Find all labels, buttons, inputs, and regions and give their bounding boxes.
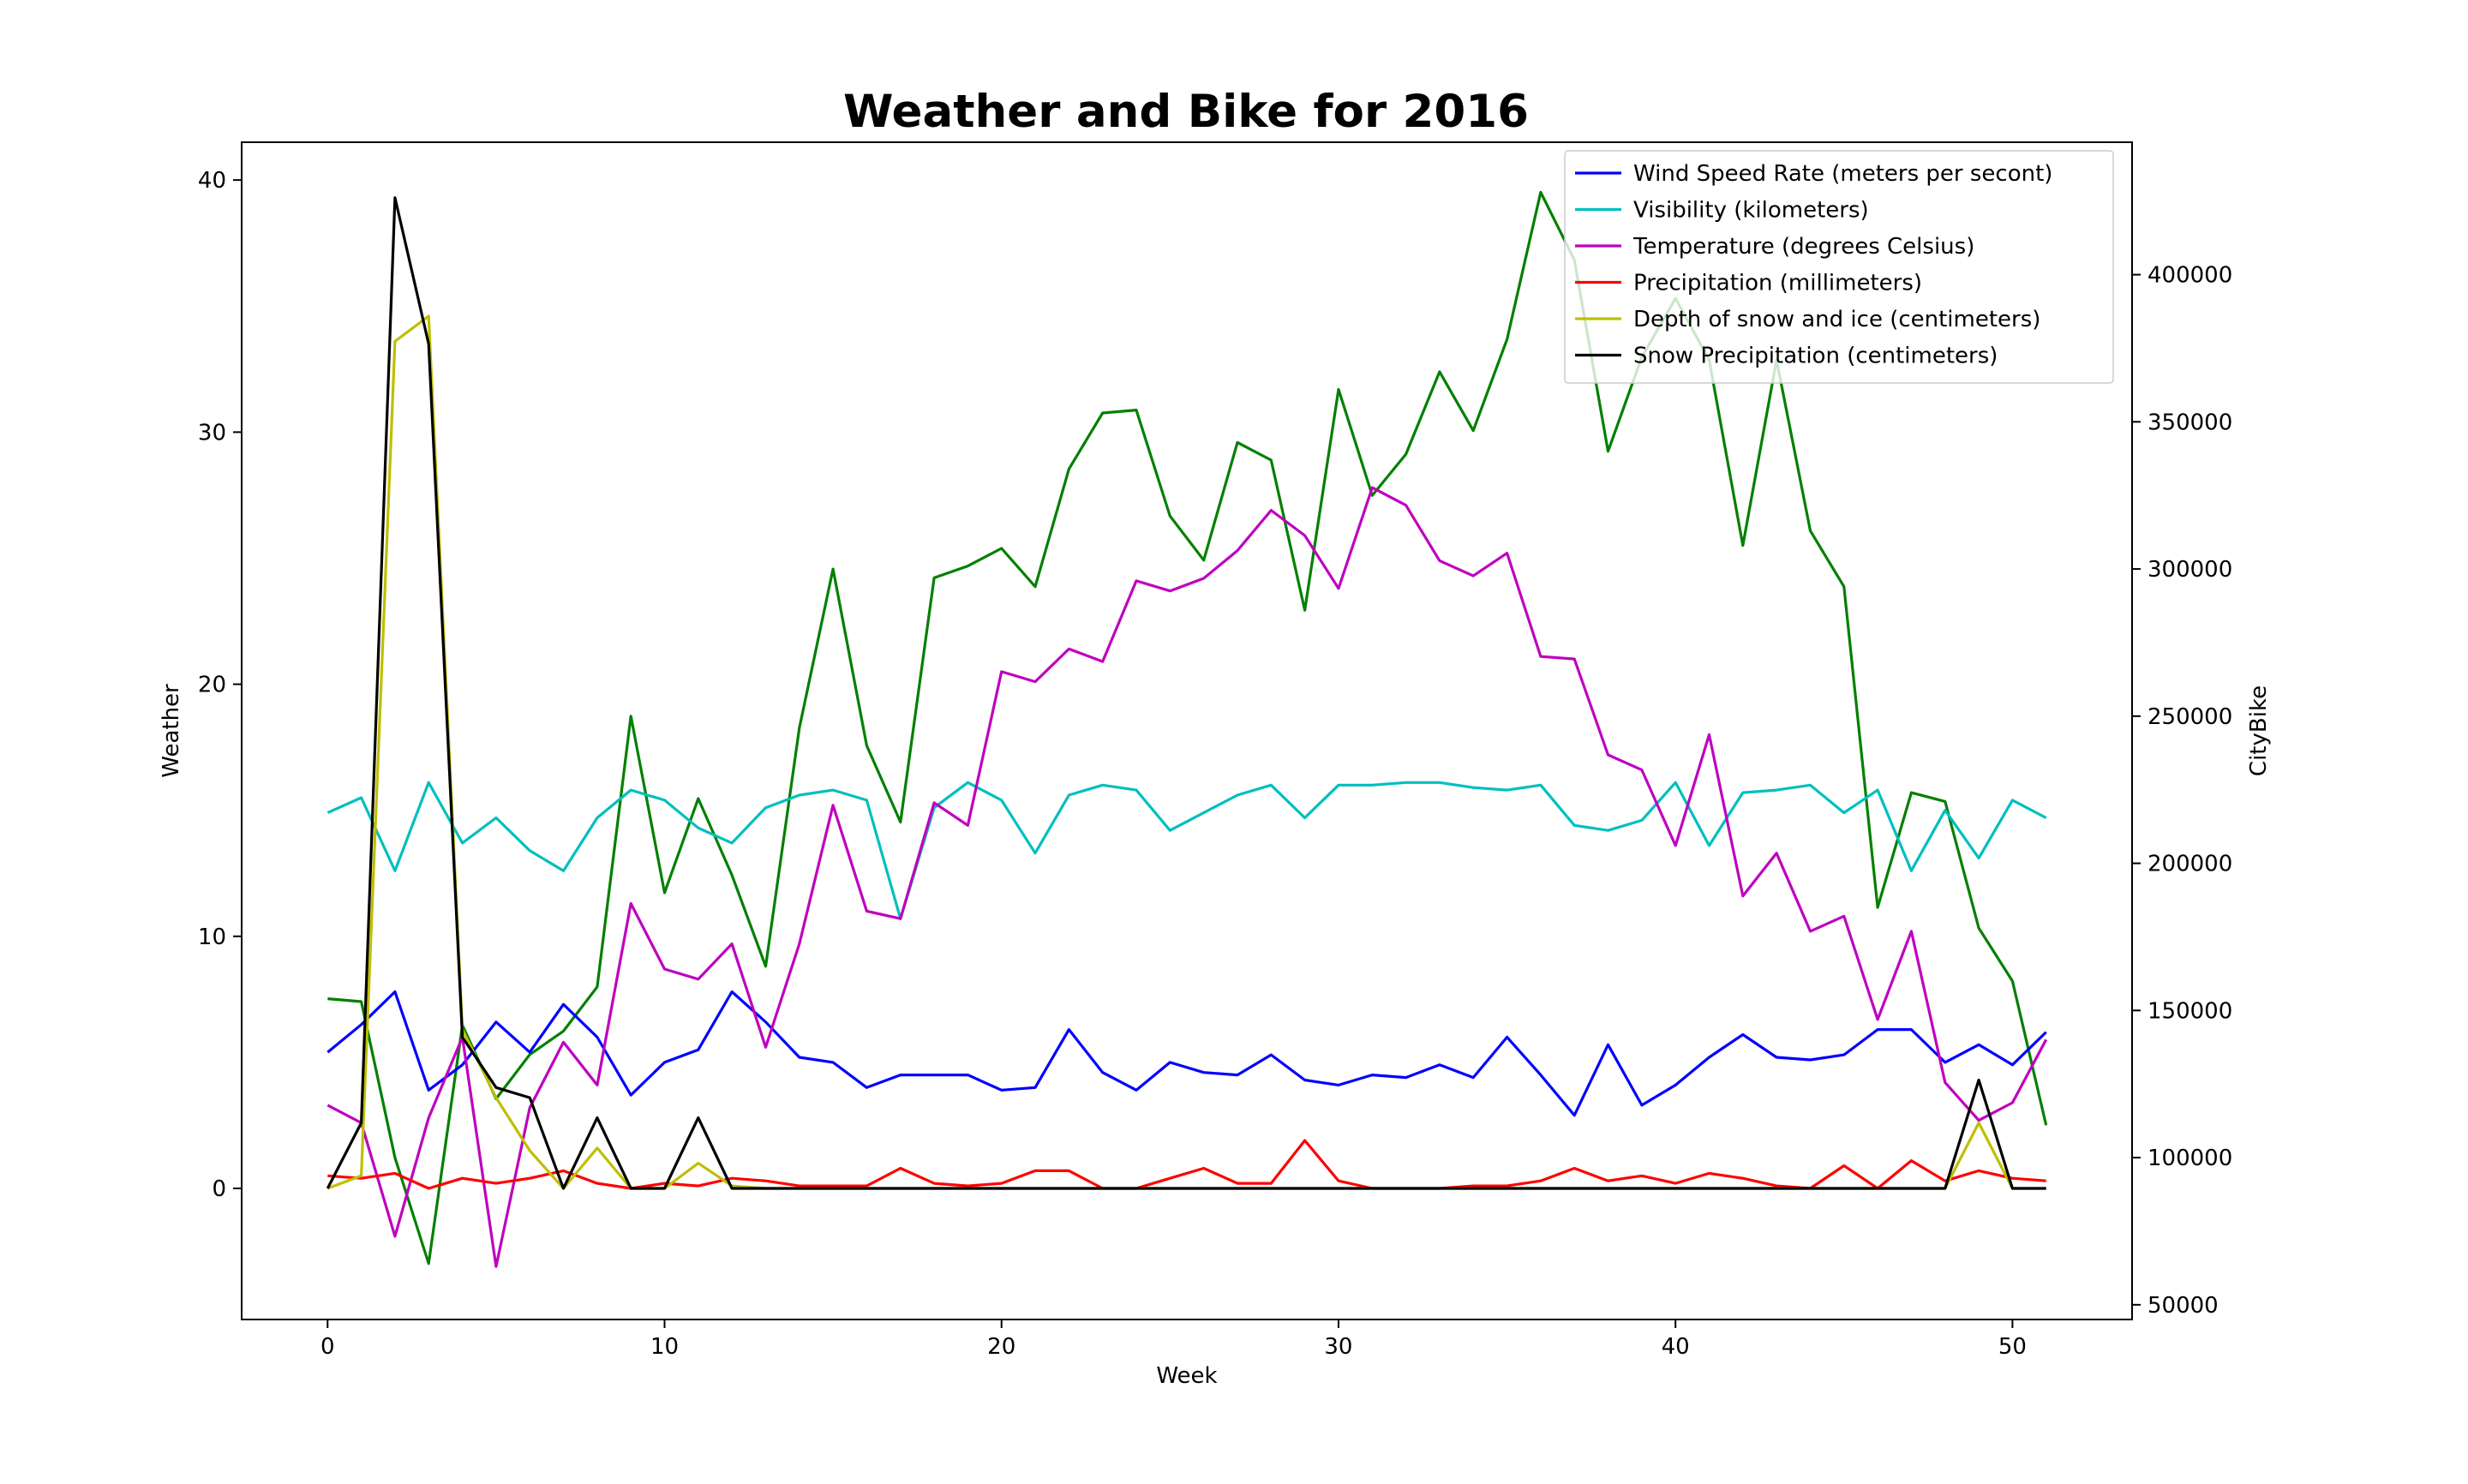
y-right-tick-label: 350000 (2148, 410, 2232, 435)
legend-entry: Snow Precipitation (centimeters) (1633, 344, 1998, 369)
plot-frame (241, 141, 2133, 1320)
series-line-5 (326, 196, 2046, 1190)
legend-entry: Precipitation (millimeters) (1633, 271, 1922, 296)
y-left-tick-label: 40 (198, 168, 226, 194)
chart-title: Weather and Bike for 2016 (843, 86, 1529, 138)
y-right-tick-label: 50000 (2148, 1293, 2219, 1319)
series-line-0 (326, 990, 2047, 1117)
x-tick-label: 10 (650, 1334, 679, 1360)
y-left-ticks: 0 10 20 30 40 (198, 168, 242, 1202)
y-left-tick-label: 30 (198, 420, 226, 446)
x-tick-label: 0 (320, 1334, 335, 1360)
x-tick-label: 20 (987, 1334, 1015, 1360)
y-right-axis-label: CityBike (2246, 685, 2272, 776)
x-ticks: 0 10 20 30 40 50 (320, 1319, 2027, 1360)
x-tick-label: 50 (1998, 1334, 2027, 1360)
legend-entry: Temperature (degrees Celsius) (1632, 234, 1974, 260)
legend-entry: Depth of snow and ice (centimeters) (1633, 307, 2040, 332)
y-right-tick-label: 400000 (2148, 263, 2232, 289)
series-line-6 (327, 190, 2048, 1266)
y-right-tick-label: 150000 (2148, 998, 2232, 1024)
series-line-1 (326, 781, 2047, 920)
y-right-ticks: 50000 100000 150000 200000 250000 300000 35000… (2132, 263, 2232, 1319)
y-right-tick-label: 300000 (2148, 557, 2232, 583)
legend-entry: Visibility (kilometers) (1633, 198, 1869, 224)
y-right-tick-label: 100000 (2148, 1146, 2232, 1171)
series-line-2 (326, 486, 2048, 1268)
x-tick-label: 40 (1662, 1334, 1690, 1360)
legend: Wind Speed Rate (meters per secont) Visib… (1564, 150, 2114, 384)
series-line-3 (327, 1139, 2046, 1190)
x-axis-label: Week (1156, 1363, 1217, 1389)
legend-entry: Wind Speed Rate (meters per secont) (1633, 161, 2052, 187)
y-left-axis-label: Weather (159, 684, 184, 778)
y-left-tick-label: 20 (198, 673, 226, 698)
y-right-tick-label: 200000 (2148, 852, 2232, 877)
y-right-tick-label: 250000 (2148, 704, 2232, 730)
x-tick-label: 30 (1324, 1334, 1352, 1360)
legend-box (1564, 150, 2114, 384)
series-group (326, 190, 2048, 1268)
y-left-tick-label: 10 (198, 925, 226, 950)
y-left-tick-label: 0 (212, 1176, 226, 1202)
